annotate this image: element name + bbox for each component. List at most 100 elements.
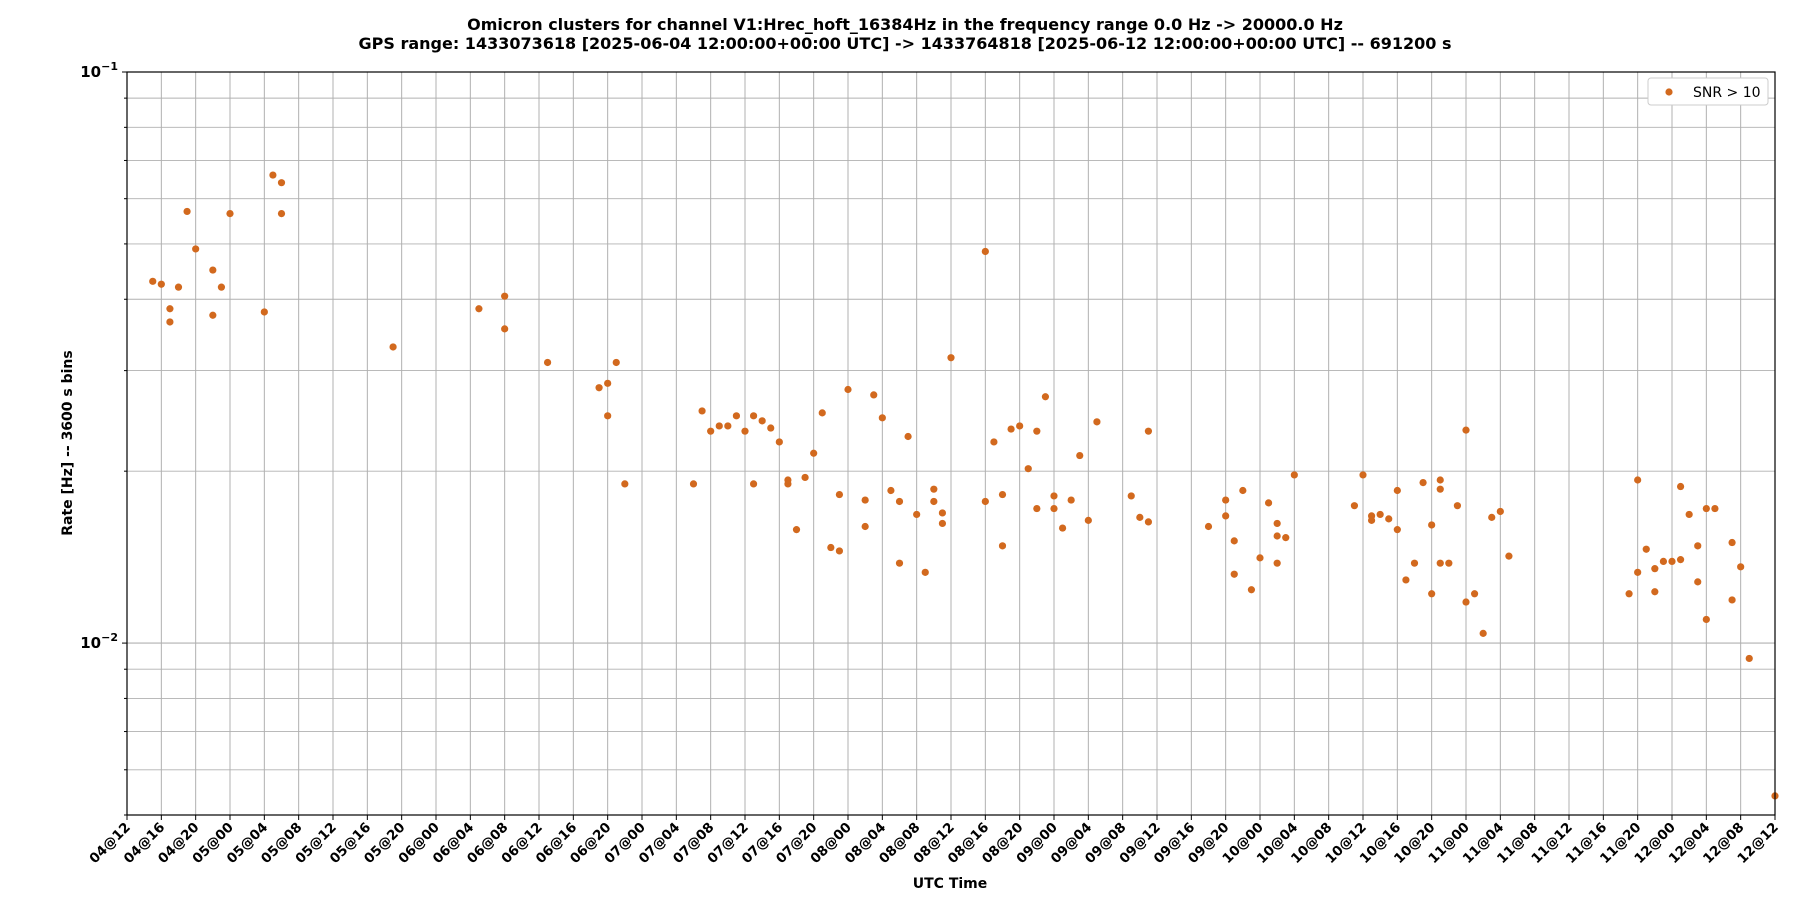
- data-point: [1668, 557, 1676, 566]
- data-point: [389, 343, 397, 351]
- data-point: [1445, 559, 1453, 567]
- data-point: [775, 438, 783, 446]
- legend: SNR > 10: [1647, 77, 1769, 106]
- data-point: [1702, 615, 1710, 624]
- data-point: [698, 407, 706, 415]
- data-point: [895, 559, 904, 567]
- data-point: [1256, 554, 1264, 562]
- data-point: [1462, 426, 1470, 434]
- legend-label: SNR > 10: [1693, 85, 1761, 101]
- data-point: [1273, 519, 1281, 528]
- data-point: [715, 422, 723, 430]
- data-point: [1050, 504, 1058, 513]
- y-axis-label: Rate [Hz] -- 3600 s bins: [60, 350, 76, 536]
- data-point: [938, 509, 947, 517]
- data-point: [998, 490, 1007, 499]
- data-point: [1711, 504, 1719, 513]
- data-point: [226, 210, 234, 218]
- data-point: [1659, 557, 1668, 566]
- data-point: [166, 318, 174, 326]
- data-point: [1050, 492, 1058, 500]
- data-point: [689, 480, 698, 488]
- data-point: [1273, 559, 1281, 567]
- data-point: [1410, 559, 1419, 567]
- data-point: [1728, 596, 1736, 604]
- data-point: [792, 526, 801, 534]
- data-point: [784, 476, 792, 484]
- data-point: [501, 292, 509, 300]
- data-point: [209, 311, 217, 319]
- x-axis-label: UTC Time: [913, 876, 988, 892]
- data-point: [1634, 476, 1642, 484]
- data-point: [1694, 542, 1702, 550]
- data-point: [1505, 552, 1513, 560]
- data-point: [543, 358, 552, 367]
- data-point: [1436, 476, 1444, 484]
- data-point: [913, 510, 921, 519]
- data-point: [1033, 427, 1041, 435]
- data-point: [998, 542, 1007, 550]
- data-point: [835, 547, 844, 555]
- data-point: [260, 308, 268, 316]
- data-point: [1385, 515, 1393, 523]
- data-point: [501, 325, 509, 333]
- data-point: [1393, 526, 1401, 534]
- data-point: [1728, 538, 1736, 547]
- data-point: [595, 384, 603, 392]
- data-point: [895, 497, 904, 506]
- data-point: [767, 424, 775, 432]
- data-point: [1024, 465, 1032, 473]
- data-point: [1093, 418, 1101, 426]
- data-point: [801, 473, 809, 482]
- data-point: [878, 414, 886, 422]
- data-point: [277, 210, 286, 218]
- data-point: [1367, 516, 1376, 524]
- data-point: [1737, 563, 1745, 571]
- data-point: [1453, 502, 1462, 510]
- data-point: [1222, 512, 1230, 520]
- data-point: [604, 412, 612, 420]
- data-point: [1239, 486, 1247, 495]
- data-point: [1436, 559, 1444, 567]
- legend-box: [1647, 77, 1769, 106]
- data-point: [1007, 425, 1015, 433]
- data-point: [1359, 471, 1367, 479]
- data-point: [1084, 516, 1092, 524]
- data-point: [870, 391, 878, 399]
- data-point: [621, 480, 629, 488]
- data-point: [981, 247, 989, 256]
- data-point: [990, 438, 998, 446]
- data-point: [921, 568, 929, 576]
- data-point: [1676, 556, 1685, 564]
- data-point: [981, 497, 989, 506]
- data-point: [844, 385, 852, 394]
- data-point: [835, 490, 844, 499]
- data-point: [1428, 521, 1436, 529]
- data-point: [749, 480, 758, 488]
- data-point: [277, 179, 286, 187]
- data-point: [166, 305, 174, 313]
- data-point: [612, 358, 620, 367]
- data-point: [1273, 532, 1281, 540]
- data-point: [1419, 478, 1427, 487]
- data-point: [1462, 598, 1470, 606]
- data-point: [1033, 504, 1041, 513]
- data-point: [1496, 507, 1504, 516]
- data-point: [904, 432, 912, 441]
- data-point: [604, 379, 612, 387]
- data-point: [947, 354, 955, 362]
- legend-marker: [1665, 88, 1673, 96]
- data-point: [741, 427, 749, 435]
- data-point: [1376, 510, 1384, 519]
- data-point: [1230, 537, 1238, 545]
- data-point: [1393, 486, 1401, 495]
- data-point: [1651, 588, 1659, 596]
- data-point: [1076, 451, 1084, 460]
- scatter-points: [149, 171, 1779, 800]
- data-point: [269, 171, 277, 179]
- data-point: [149, 277, 157, 285]
- data-point: [1127, 492, 1135, 500]
- data-point: [1694, 578, 1702, 586]
- data-point: [1642, 545, 1650, 553]
